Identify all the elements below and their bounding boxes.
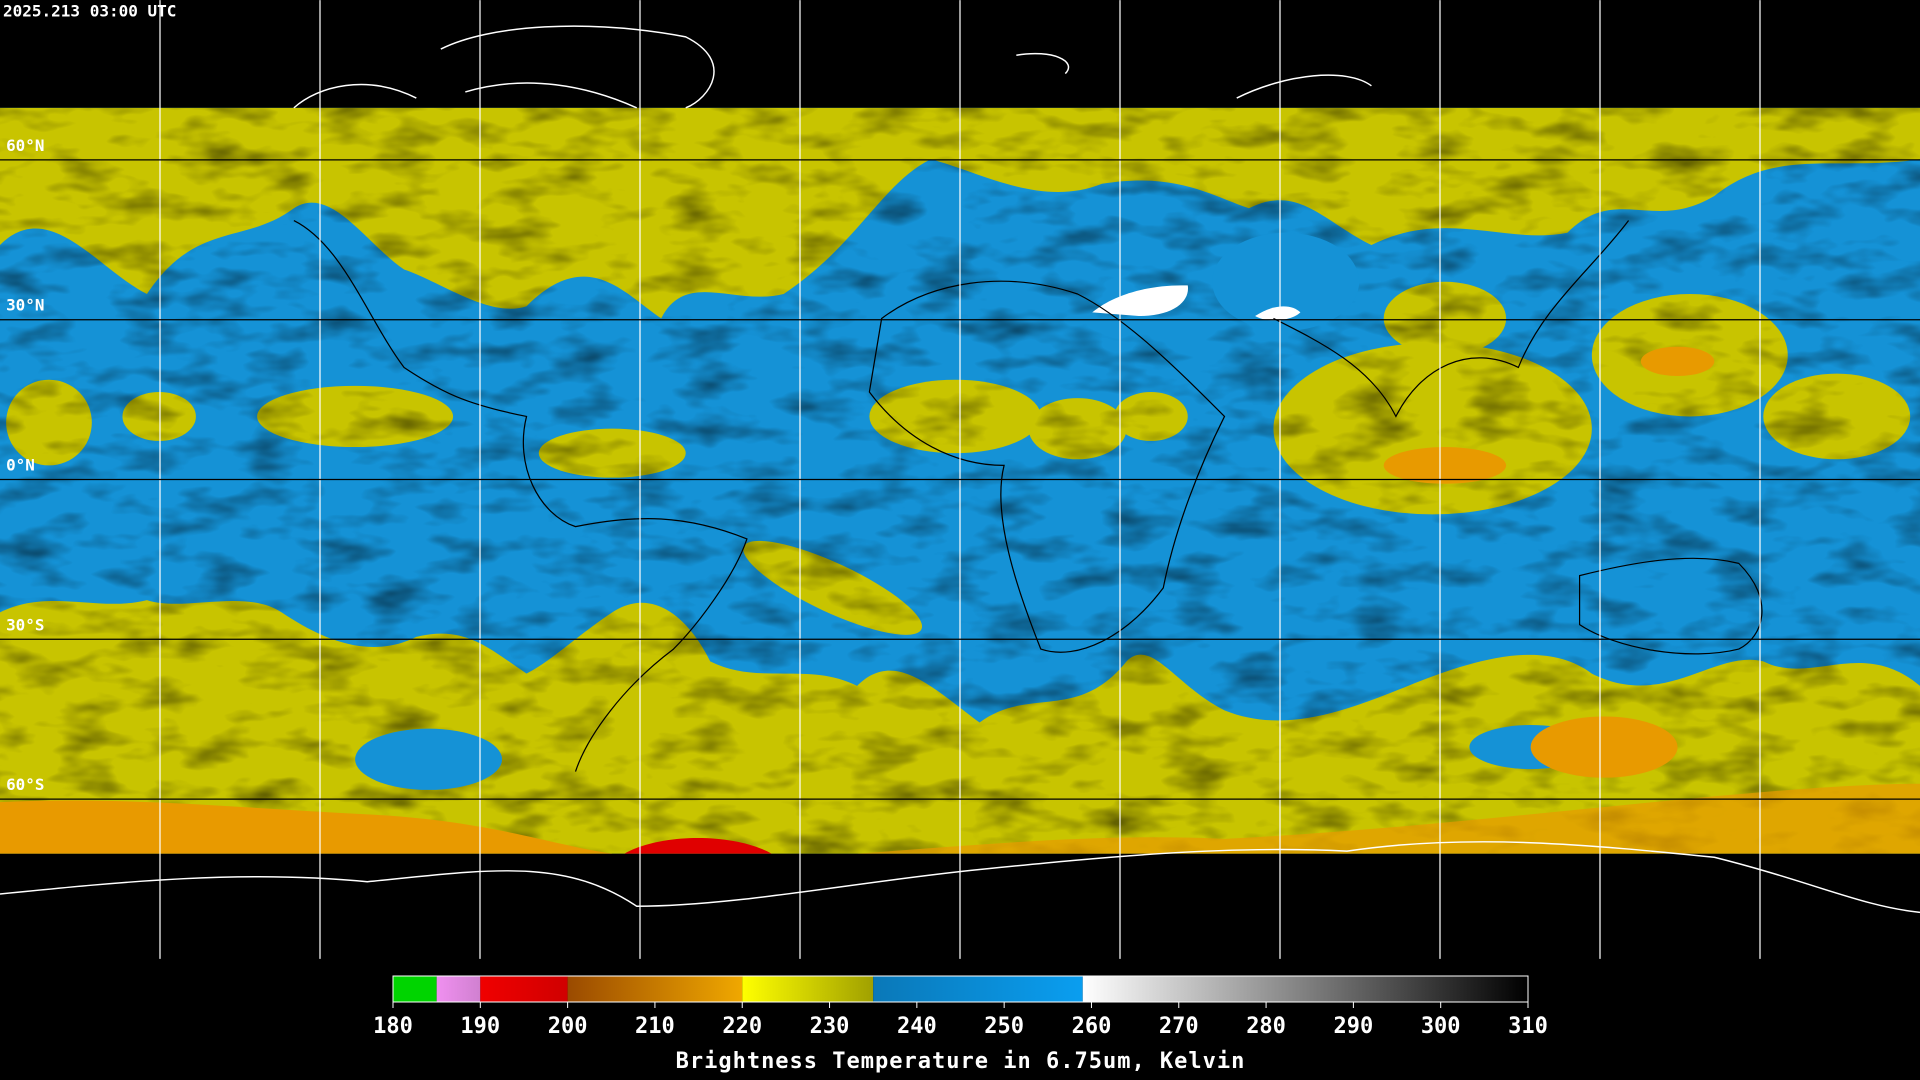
colorbar-tick-label: 220	[722, 1014, 762, 1039]
latitude-label: 30°S	[6, 615, 44, 634]
colorbar-tick-label: 290	[1334, 1014, 1374, 1039]
colorbar-tick-label: 280	[1246, 1014, 1286, 1039]
latitude-label: 60°N	[6, 136, 44, 155]
colorbar-tick-label: 240	[897, 1014, 937, 1039]
colorbar-tick-label: 190	[460, 1014, 500, 1039]
colorbar-tick-label: 300	[1421, 1014, 1461, 1039]
colorbar-tick-label: 200	[548, 1014, 588, 1039]
dry-spots	[1092, 285, 1301, 321]
colorbar-title: Brightness Temperature in 6.75um, Kelvin	[676, 1049, 1246, 1074]
latitude-label: 30°N	[6, 296, 44, 315]
coldest-cloud	[624, 837, 772, 854]
colorbar-segment	[436, 976, 481, 1002]
cold-cloud	[0, 346, 1920, 854]
colorbar-frame	[392, 975, 1529, 1003]
map: 60°N 30°N 0°N 30°S 60°S	[0, 0, 1920, 959]
colorbar-tick-label: 210	[635, 1014, 675, 1039]
colorbar-tick-label: 260	[1072, 1014, 1112, 1039]
colorbar-segment	[1082, 976, 1528, 1002]
colorbar-tick-label: 250	[984, 1014, 1024, 1039]
colorbar-segment	[873, 976, 1083, 1002]
graticule	[0, 0, 1920, 959]
timestamp: 2025.213 03:00 UTC	[3, 2, 176, 21]
colorbar-tick-label: 270	[1159, 1014, 1199, 1039]
colorbar-tick-label: 230	[810, 1014, 850, 1039]
colorbar-segment	[567, 976, 743, 1002]
colorbar-segment	[480, 976, 568, 1002]
colorbar-segment	[393, 976, 437, 1002]
polar-coastlines	[0, 25, 1920, 914]
colorbar-tick-label: 180	[373, 1014, 413, 1039]
latitude-label: 60°S	[6, 775, 44, 794]
colorbar-tick-label: 310	[1508, 1014, 1548, 1039]
colorbar-segment	[742, 976, 874, 1002]
latitude-label: 0°N	[6, 456, 35, 475]
